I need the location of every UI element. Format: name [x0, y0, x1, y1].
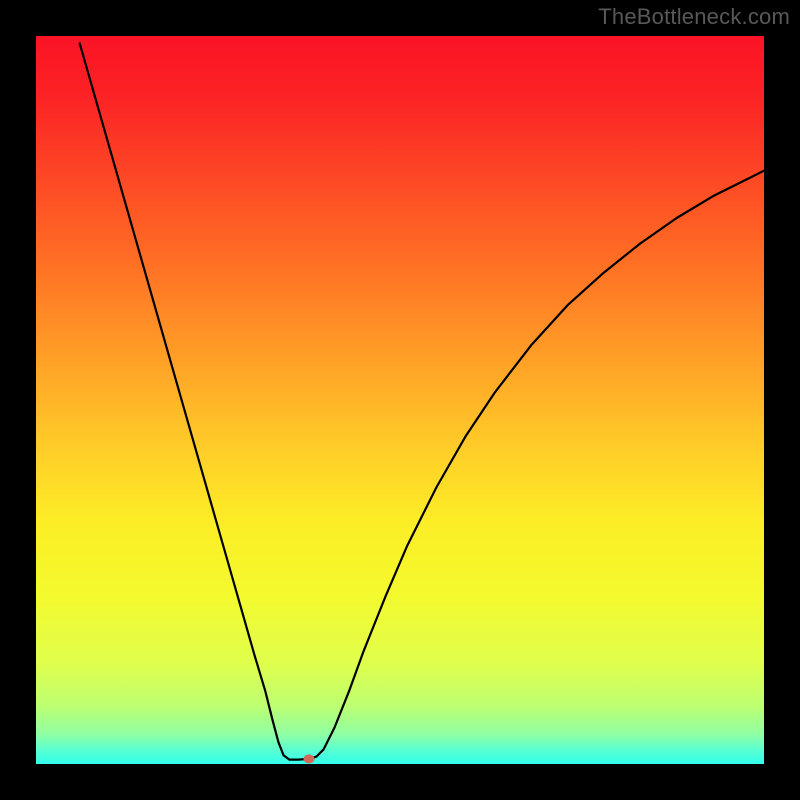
chart-root: { "watermark": { "text": "TheBottleneck.… — [0, 0, 800, 800]
chart-svg — [36, 36, 764, 764]
bottleneck-chart — [36, 36, 764, 764]
optimum-marker — [304, 754, 315, 763]
chart-background — [36, 36, 764, 764]
watermark-text: TheBottleneck.com — [598, 4, 790, 30]
